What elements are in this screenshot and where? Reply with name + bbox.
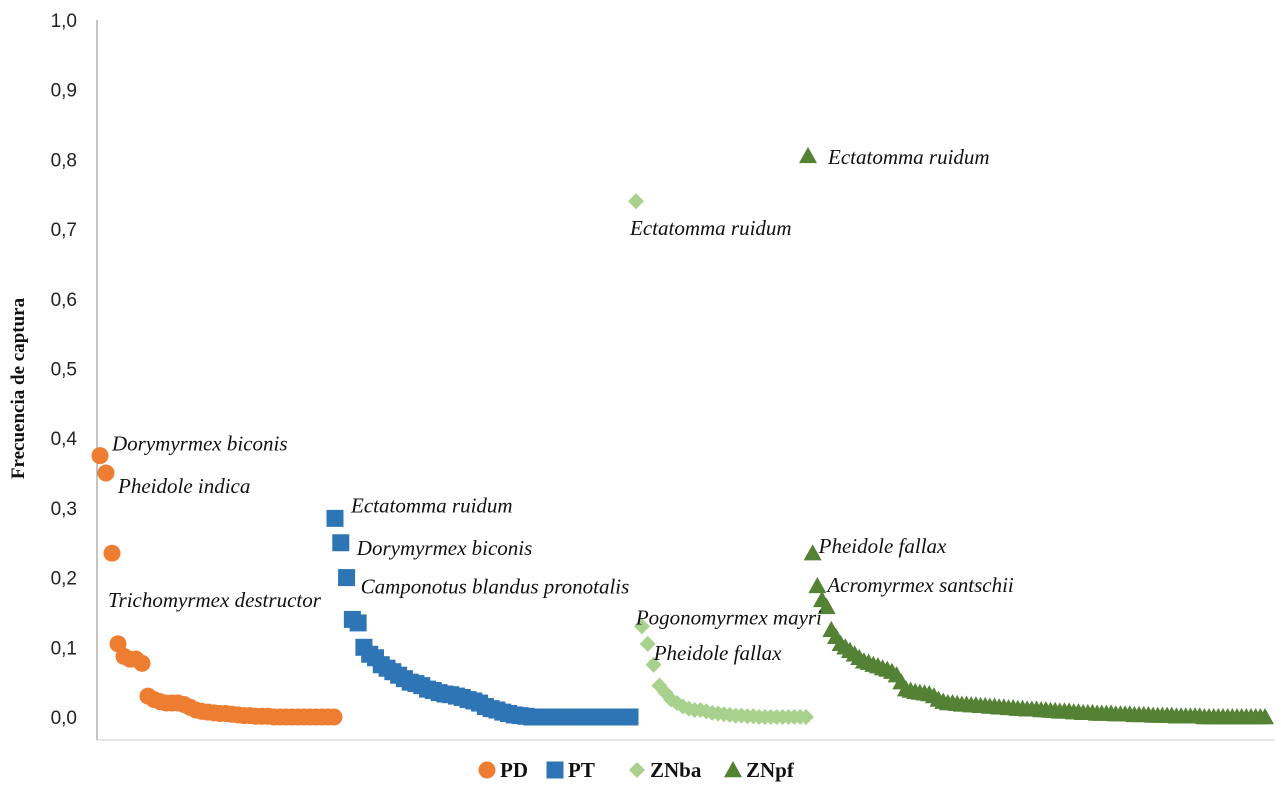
y-tick-label: 0,8: [51, 150, 77, 171]
legend-marker: [724, 761, 742, 778]
data-point: [91, 447, 109, 465]
data-point: [799, 146, 817, 164]
legend-label: PT: [568, 758, 595, 782]
y-tick-label: 0,1: [51, 638, 77, 659]
y-tick-label: 0,2: [51, 569, 77, 590]
y-axis-title: Frecuencia de captura: [8, 297, 29, 479]
legend-item-znba: ZNba: [629, 758, 702, 782]
data-point: [633, 618, 650, 635]
annotation-label: Trichomyrmex destructor: [108, 588, 322, 612]
data-point: [103, 544, 121, 562]
y-tick-label: 0,0: [51, 708, 77, 729]
legend-label: ZNba: [650, 758, 702, 782]
data-point: [349, 614, 367, 632]
data-point: [798, 709, 814, 725]
legend-item-pd: PD: [478, 758, 528, 782]
data-point: [808, 576, 827, 594]
data-point: [325, 708, 343, 726]
series-znpf: [799, 146, 1274, 725]
annotation-label: Pheidole fallax: [653, 641, 782, 665]
data-point: [621, 708, 639, 726]
data-point: [326, 509, 344, 527]
annotation-label: Ectatomma ruidum: [629, 216, 792, 240]
annotation-label: Pheidole indica: [117, 474, 250, 498]
axes: 0,0 0,1 0,2 0,3 0,4 0,5 0,6 0,7 0,8 0,9 1,0 Frecuen…: [8, 11, 1275, 741]
data-point: [338, 569, 356, 587]
legend-label: PD: [500, 758, 528, 782]
legend-marker: [629, 762, 645, 778]
y-tick-label: 0,4: [51, 429, 78, 450]
annotation-label: Dorymyrmex biconis: [356, 536, 533, 560]
annotation-label: Dorymyrmex biconis: [111, 432, 288, 456]
y-tick-label: 0,3: [51, 499, 77, 520]
y-tick-label: 0,7: [51, 220, 77, 241]
y-tick-label: 0,6: [51, 290, 77, 311]
legend-marker: [478, 761, 496, 779]
data-point: [817, 597, 836, 615]
annotation-label: Camponotus blandus pronotalis: [361, 575, 630, 599]
series-znba: [628, 193, 814, 725]
data-point: [133, 654, 151, 672]
annotation-label: Ectatomma ruidum: [350, 493, 513, 517]
y-tick-label: 0,5: [51, 360, 77, 381]
legend-marker: [546, 761, 564, 779]
data-point: [639, 635, 656, 652]
annotation-label: Acromyrmex santschii: [825, 573, 1014, 597]
annotation-label: Pheidole fallax: [818, 534, 947, 558]
data-point: [1256, 708, 1274, 725]
annotation-label: Ectatomma ruidum: [827, 145, 990, 169]
data-layer: [91, 146, 1274, 726]
series-pd: [91, 447, 343, 726]
legend-item-znpf: ZNpf: [724, 758, 795, 782]
data-point: [803, 544, 822, 561]
series-pt: [326, 509, 639, 726]
data-point: [332, 534, 350, 552]
data-point: [628, 193, 644, 210]
legend: PD PT ZNba ZNpf: [478, 758, 795, 782]
legend-label: ZNpf: [746, 758, 795, 782]
annotations: Dorymyrmex biconis Pheidole indica Trichom…: [108, 145, 1014, 665]
y-tick-label: 0,9: [51, 81, 77, 102]
legend-item-pt: PT: [546, 758, 595, 782]
data-point: [97, 464, 115, 482]
y-tick-label: 1,0: [51, 11, 77, 32]
data-point: [645, 656, 662, 673]
annotation-label: Pogonomyrmex mayri: [635, 605, 822, 629]
